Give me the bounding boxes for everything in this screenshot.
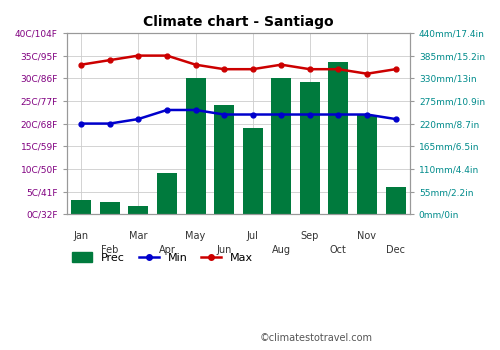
Text: Feb: Feb [101,245,118,255]
Text: Aug: Aug [272,245,290,255]
Text: Jun: Jun [216,245,232,255]
Text: May: May [186,231,206,241]
Text: Jul: Jul [246,231,258,241]
Text: Oct: Oct [330,245,347,255]
Bar [386,188,406,214]
Bar [271,78,291,214]
Text: ©climatestotravel.com: ©climatestotravel.com [260,333,373,343]
Bar [214,105,234,214]
Text: Apr: Apr [158,245,176,255]
Title: Climate chart - Santiago: Climate chart - Santiago [143,15,334,29]
Bar [357,116,377,214]
Text: Nov: Nov [358,231,376,241]
Bar [100,202,120,214]
Bar [328,62,348,214]
Bar [186,78,206,214]
Bar [242,128,262,214]
Text: Dec: Dec [386,245,405,255]
Bar [300,82,320,214]
Bar [157,173,177,214]
Legend: Prec, Min, Max: Prec, Min, Max [72,252,252,263]
Bar [128,206,148,214]
Text: Mar: Mar [129,231,148,241]
Bar [71,200,91,214]
Text: Jan: Jan [74,231,89,241]
Text: Sep: Sep [300,231,319,241]
